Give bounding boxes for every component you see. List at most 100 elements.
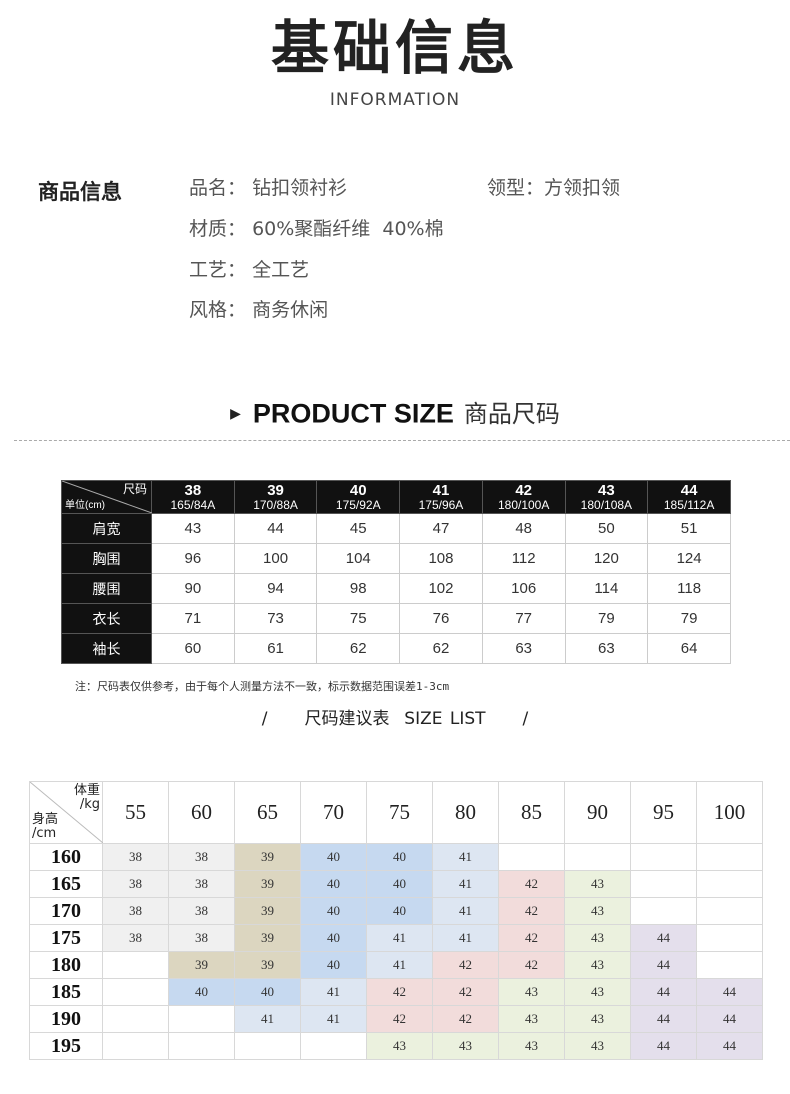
table-cell: 47 [399, 513, 483, 544]
table-row: 袖长 60 61 62 62 63 63 64 [61, 633, 731, 664]
size-cell [498, 843, 565, 871]
size-cell: 43 [564, 1032, 631, 1060]
size-cell: 42 [498, 897, 565, 925]
size-cell: 38 [168, 843, 235, 871]
table-cell: 61 [233, 633, 318, 664]
size-fit: 185/112A [663, 497, 715, 512]
size-cell: 41 [300, 1005, 367, 1033]
size-cell: 38 [168, 870, 235, 898]
size-cell: 40 [300, 870, 367, 898]
size-cell: 43 [564, 924, 631, 952]
table-row: 180 39 39 40 41 42 42 43 44 [29, 951, 763, 979]
diagonal-line [62, 481, 152, 513]
size-fit: 175/96A [418, 497, 464, 512]
weight-header-row: 体重 /kg 身高 /cm 55 60 65 70 75 80 85 90 95 100 [29, 781, 763, 844]
size-cell: 43 [564, 870, 631, 898]
size-column-header: 42 180/100A [481, 480, 566, 514]
product-size-cn: 商品尺码 [463, 399, 560, 428]
size-cell: 43 [432, 1032, 499, 1060]
weight-header: 80 [432, 781, 499, 844]
size-cell [102, 1005, 169, 1033]
size-number: 43 [598, 481, 615, 499]
size-column-header: 40 175/92A [316, 480, 401, 514]
table-row: 190 41 41 42 42 43 43 44 44 [29, 1005, 763, 1033]
height-label: 185 [29, 978, 103, 1006]
size-cell: 40 [366, 870, 433, 898]
table-cell: 112 [481, 543, 566, 574]
table-row: 160 38 38 39 40 40 41 [29, 843, 763, 871]
size-cell [696, 870, 763, 898]
size-cell [696, 843, 763, 871]
size-cell: 44 [630, 1005, 697, 1033]
size-header-row: 尺码 单位(cm) 38 165/84A 39 170/88A 40 175/92A 41 175… [61, 480, 731, 514]
size-cell: 43 [564, 978, 631, 1006]
table-row: 胸围 96 100 104 108 112 120 124 [61, 543, 731, 574]
size-number: 39 [267, 481, 284, 499]
size-cell [564, 843, 631, 871]
table-cell: 96 [151, 543, 235, 574]
size-cell: 41 [432, 870, 499, 898]
size-fit: 170/88A [253, 497, 298, 512]
corner-unit-label: 单位(cm) [65, 500, 105, 511]
size-cell: 43 [366, 1032, 433, 1060]
diagonal-line [30, 782, 103, 843]
size-column-header: 39 170/88A [233, 480, 318, 514]
size-cell: 40 [168, 978, 235, 1006]
size-cell: 38 [102, 897, 169, 925]
size-recommendation-table: 体重 /kg 身高 /cm 55 60 65 70 75 80 85 90 95 100 160 38 38… [29, 781, 763, 1060]
size-cell [696, 951, 763, 979]
table-cell: 51 [647, 513, 731, 544]
table-cell: 118 [647, 573, 731, 604]
size-cell: 40 [234, 978, 301, 1006]
table-cell: 62 [399, 633, 483, 664]
size-cell [630, 870, 697, 898]
size-cell [102, 951, 169, 979]
table-cell: 76 [399, 603, 483, 634]
size-column-header: 38 165/84A [151, 480, 235, 514]
height-label: 170 [29, 897, 103, 925]
size-note: 注：尺码表仅供参考，由于每个人测量方法不一致，标示数据范围误差1-3cm [75, 680, 450, 693]
size-cell: 41 [432, 897, 499, 925]
field-material: 材质： 60%聚酯纤维 40%棉 [189, 217, 444, 241]
size-cell: 40 [300, 951, 367, 979]
size-cell: 40 [366, 897, 433, 925]
size-cell: 43 [564, 1005, 631, 1033]
size-cell: 41 [432, 924, 499, 952]
size-number: 41 [432, 481, 450, 499]
table-cell: 106 [481, 573, 566, 604]
size-cell [234, 1032, 301, 1060]
table-cell: 60 [151, 633, 235, 664]
table-cell: 94 [233, 573, 318, 604]
size-cell: 42 [498, 924, 565, 952]
row-label: 胸围 [61, 543, 152, 574]
table-cell: 43 [151, 513, 235, 544]
weight-header: 75 [366, 781, 433, 844]
product-info-label: 商品信息 [38, 180, 122, 204]
field-key: 材质： [189, 218, 247, 240]
table-cell: 79 [647, 603, 731, 634]
table-cell: 120 [564, 543, 649, 574]
weight-header: 100 [696, 781, 763, 844]
size-cell: 44 [696, 978, 763, 1006]
field-key: 品名： [189, 177, 247, 199]
size-cell [168, 1005, 235, 1033]
size-cell: 40 [300, 897, 367, 925]
weight-header: 60 [168, 781, 235, 844]
field-key: 工艺： [189, 259, 247, 281]
table-row: 185 40 40 41 42 42 43 43 44 44 [29, 978, 763, 1006]
size-list-title: / 尺码建议表 SIZE LIST / [261, 709, 529, 729]
size-column-header: 43 180/108A [564, 480, 649, 514]
table-cell: 100 [233, 543, 318, 574]
size-cell: 43 [498, 1032, 565, 1060]
size-cell [696, 924, 763, 952]
field-key: 领型： [487, 177, 545, 199]
size-cell: 40 [300, 843, 367, 871]
dashed-divider [14, 440, 790, 441]
size-cell [696, 897, 763, 925]
size-fit: 180/100A [497, 497, 550, 512]
field-name: 品名： 钻扣领衬衫 [189, 176, 347, 200]
height-label: 160 [29, 843, 103, 871]
size-fit: 180/108A [580, 497, 633, 512]
weight-header: 70 [300, 781, 367, 844]
table-cell: 114 [564, 573, 649, 604]
